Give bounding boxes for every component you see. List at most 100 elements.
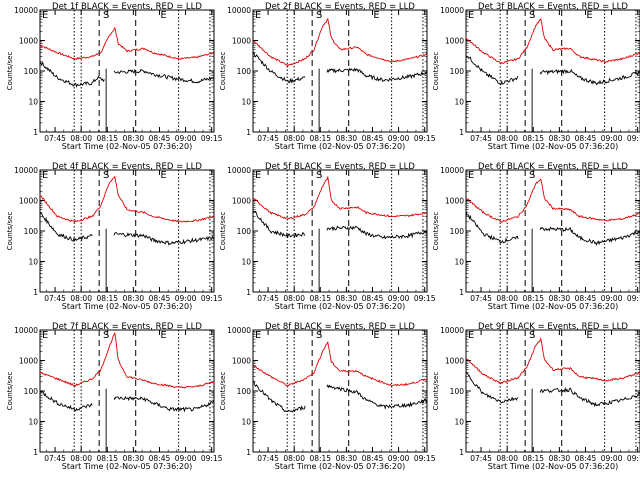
x-tick-label: 08:45 (362, 294, 384, 303)
y-axis-label: Counts/sec (6, 212, 14, 251)
x-tick-label: 08:30 (336, 134, 358, 143)
panel-title: Det 6f BLACK = Events, RED = LLD (478, 162, 628, 172)
y-axis-label: Counts/sec (432, 52, 440, 91)
chart-panel: Det 3f BLACK = Events, RED = LLD 1 10 100 10… (432, 2, 640, 151)
region-label: S (103, 10, 109, 21)
region-label: E (586, 10, 592, 21)
events-series-line (465, 55, 640, 86)
y-tick-label: 100 (450, 67, 465, 76)
x-tick-label: 07:45 (470, 134, 492, 143)
y-tick-label: 1000 (232, 197, 251, 206)
x-tick-label: 08:30 (549, 294, 571, 303)
x-tick-label: 09:00 (175, 454, 197, 463)
panel-title: Det 8f BLACK = Events, RED = LLD (265, 322, 415, 332)
y-tick-label: 1 (33, 128, 38, 137)
x-axis-label: Start Time (02-Nov-05 07:36:20) (62, 462, 192, 471)
y-tick-label: 1000 (19, 197, 38, 206)
x-tick-label: 08:30 (123, 134, 145, 143)
plot-frame (465, 329, 640, 453)
lld-series-line (39, 175, 215, 224)
x-tick-label: 08:45 (575, 454, 597, 463)
events-series-line (465, 210, 640, 246)
x-tick-label: 08:15 (522, 454, 544, 463)
x-tick-label: 07:45 (257, 134, 279, 143)
x-tick-label: 09:00 (601, 134, 623, 143)
y-tick-label: 10000 (14, 6, 38, 15)
chart-panel: Det 5f BLACK = Events, RED = LLD 1 10 100 10… (219, 162, 436, 311)
x-tick-label: 09:15 (414, 454, 436, 463)
y-tick-label: 10 (241, 418, 251, 427)
x-tick-label: 09:00 (388, 454, 410, 463)
region-label: E (255, 330, 261, 341)
y-tick-label: 10000 (440, 166, 464, 175)
y-tick-label: 100 (24, 67, 39, 76)
y-tick-label: 10000 (227, 326, 251, 335)
x-tick-label: 08:00 (70, 134, 92, 143)
region-label: E (373, 330, 379, 341)
events-series-line (39, 391, 215, 413)
x-tick-label: 08:15 (309, 134, 331, 143)
y-tick-label: 10000 (227, 6, 251, 15)
y-tick-label: 10000 (440, 6, 464, 15)
region-label: S (103, 170, 109, 181)
region-label: S (316, 170, 322, 181)
y-tick-label: 10 (454, 258, 464, 267)
region-label: E (255, 170, 261, 181)
plot-frame (39, 169, 215, 293)
plot-frame (465, 169, 640, 293)
region-label: E (42, 10, 48, 21)
x-tick-label: 08:00 (283, 134, 305, 143)
x-axis-label: Start Time (02-Nov-05 07:36:20) (488, 142, 618, 151)
y-tick-label: 1 (246, 128, 251, 137)
x-tick-label: 09:15 (201, 294, 223, 303)
lld-series-line (465, 18, 640, 65)
x-tick-label: 09:15 (414, 294, 436, 303)
region-label: E (468, 10, 474, 21)
chart-panel: Det 8f BLACK = Events, RED = LLD 1 10 100 10… (219, 322, 436, 471)
y-tick-label: 100 (450, 227, 465, 236)
plot-frame (252, 9, 428, 133)
x-tick-label: 09:00 (601, 454, 623, 463)
y-axis-label: Counts/sec (432, 372, 440, 411)
region-label: E (586, 170, 592, 181)
x-tick-label: 07:45 (257, 454, 279, 463)
panel-title: Det 3f BLACK = Events, RED = LLD (478, 2, 628, 12)
x-tick-label: 08:30 (336, 294, 358, 303)
x-tick-label: 08:30 (549, 454, 571, 463)
lld-series-line (39, 26, 215, 61)
y-tick-label: 1 (246, 288, 251, 297)
region-label: E (160, 330, 166, 341)
y-tick-label: 1000 (232, 37, 251, 46)
events-series-line (39, 61, 215, 88)
region-label: E (373, 10, 379, 21)
x-tick-label: 08:00 (496, 294, 518, 303)
y-tick-label: 1000 (232, 357, 251, 366)
y-axis-label: Counts/sec (6, 372, 14, 411)
y-tick-label: 10000 (440, 326, 464, 335)
chart-panel: Det 4f BLACK = Events, RED = LLD 1 10 100 10… (6, 162, 223, 311)
x-tick-label: 07:45 (44, 134, 66, 143)
panel-title: Det 5f BLACK = Events, RED = LLD (265, 162, 415, 172)
x-tick-label: 07:45 (257, 294, 279, 303)
y-tick-label: 1 (459, 128, 464, 137)
y-tick-label: 10 (28, 418, 38, 427)
y-tick-label: 1 (246, 448, 251, 457)
x-tick-label: 08:45 (362, 454, 384, 463)
x-tick-label: 09:15 (201, 454, 223, 463)
events-series-line (465, 370, 640, 408)
x-tick-label: 08:00 (496, 134, 518, 143)
x-tick-label: 08:45 (575, 134, 597, 143)
x-tick-label: 08:15 (96, 294, 118, 303)
region-label: E (586, 330, 592, 341)
x-tick-label: 09:00 (175, 134, 197, 143)
x-tick-label: 09:15 (627, 294, 640, 303)
y-tick-label: 100 (237, 387, 252, 396)
x-tick-label: 08:45 (149, 454, 171, 463)
plot-frame (252, 329, 428, 453)
events-series-line (39, 212, 215, 246)
x-tick-label: 09:00 (388, 294, 410, 303)
y-tick-label: 1000 (19, 37, 38, 46)
x-tick-label: 08:30 (549, 134, 571, 143)
lld-series-line (252, 17, 428, 68)
x-tick-label: 08:00 (283, 294, 305, 303)
